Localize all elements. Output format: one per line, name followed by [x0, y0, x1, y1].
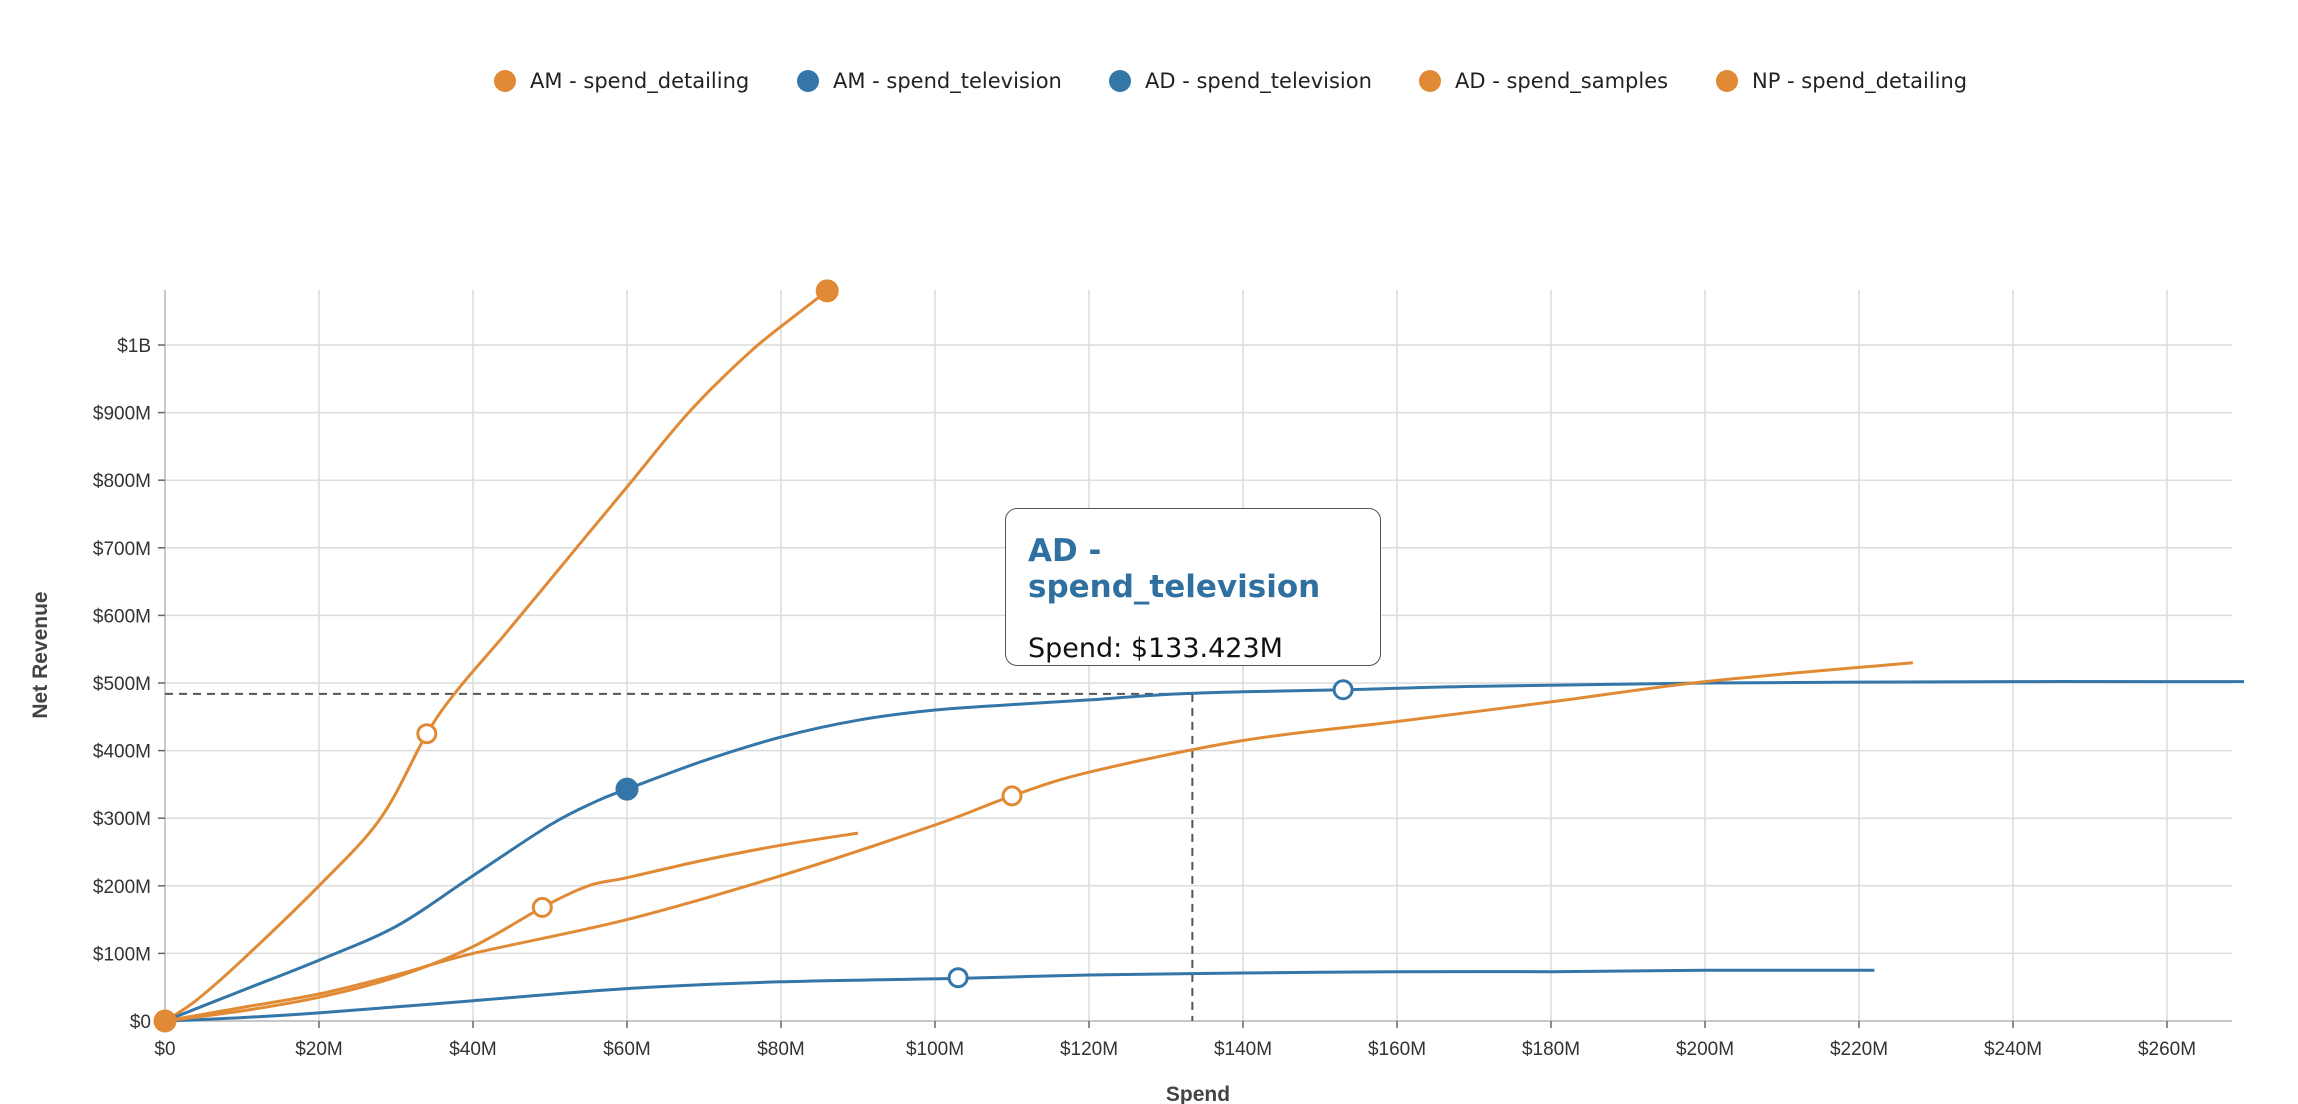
legend: AM - spend_detailing AM - spend_televisio…	[494, 69, 1967, 94]
legend-label[interactable]: AD - spend_television	[1145, 69, 1372, 94]
legend-swatch[interactable]	[797, 70, 819, 92]
axes: $0 $20M $40M $60M $80M $100M $120M $140M $160M $1…	[93, 290, 2232, 1060]
series-line[interactable]	[164, 289, 829, 1023]
y-tick-label: $900M	[93, 404, 151, 425]
series-line[interactable]	[164, 661, 1914, 1023]
y-axis-title: Net Revenue	[29, 591, 52, 718]
x-tick-label: $180M	[1522, 1039, 1580, 1060]
y-tick-label: $600M	[93, 606, 151, 627]
series-marker-hollow[interactable]	[947, 967, 969, 989]
y-tick-label: $0	[130, 1012, 151, 1033]
legend-swatch[interactable]	[494, 70, 516, 92]
legend-swatch[interactable]	[1419, 70, 1441, 92]
series-marker-filled[interactable]	[815, 279, 839, 303]
series-markers	[153, 279, 1354, 1033]
tooltip-body: Spend: $133.423M	[1028, 633, 1283, 664]
tooltip-label: Spend	[1028, 633, 1114, 664]
crosshair	[165, 692, 1194, 1021]
x-tick-label: $140M	[1214, 1039, 1272, 1060]
y-tick-label: $1B	[117, 336, 151, 357]
legend-label[interactable]: AM - spend_television	[833, 69, 1062, 94]
y-tick-label: $800M	[93, 471, 151, 492]
y-tick-label: $500M	[93, 674, 151, 695]
legend-swatch[interactable]	[1716, 70, 1738, 92]
x-axis-title: Spend	[1166, 1083, 1230, 1104]
series-lines	[164, 289, 2245, 1023]
tooltip-title: AD - spend_television	[1028, 533, 1321, 605]
x-tick-label: $160M	[1368, 1039, 1426, 1060]
y-tick-label: $700M	[93, 539, 151, 560]
x-tick-label: $60M	[603, 1039, 651, 1060]
tooltip-value: $133.423M	[1130, 633, 1283, 664]
x-tick-label: $40M	[449, 1039, 497, 1060]
legend-label[interactable]: NP - spend_detailing	[1752, 69, 1967, 94]
legend-label[interactable]: AD - spend_samples	[1455, 69, 1668, 94]
series-marker-filled[interactable]	[615, 777, 639, 801]
y-tick-label: $300M	[93, 809, 151, 830]
x-tick-label: $20M	[295, 1039, 343, 1060]
series-marker-hollow[interactable]	[1332, 679, 1354, 701]
x-tick-label: $260M	[2138, 1039, 2196, 1060]
series-line[interactable]	[164, 968, 1875, 1023]
x-tick-label: $100M	[906, 1039, 964, 1060]
series-line[interactable]	[164, 680, 2245, 1023]
x-tick-label: $200M	[1676, 1039, 1734, 1060]
y-tick-label: $100M	[93, 944, 151, 965]
y-tick-label: $400M	[93, 742, 151, 763]
legend-label[interactable]: AM - spend_detailing	[530, 69, 749, 94]
hover-tooltip: AD - spend_television Spend: $133.423M	[1005, 508, 1381, 666]
series-marker-hollow[interactable]	[531, 896, 553, 918]
y-tick-label: $200M	[93, 877, 151, 898]
x-tick-label: $80M	[757, 1039, 805, 1060]
x-tick-label: $0	[154, 1039, 175, 1060]
legend-swatch[interactable]	[1109, 70, 1131, 92]
x-tick-label: $220M	[1830, 1039, 1888, 1060]
x-tick-label: $120M	[1060, 1039, 1118, 1060]
x-tick-label: $240M	[1984, 1039, 2042, 1060]
series-marker-hollow[interactable]	[1001, 785, 1023, 807]
series-marker-hollow[interactable]	[416, 723, 438, 745]
series-line[interactable]	[164, 831, 859, 1023]
series-marker-filled[interactable]	[153, 1009, 177, 1033]
